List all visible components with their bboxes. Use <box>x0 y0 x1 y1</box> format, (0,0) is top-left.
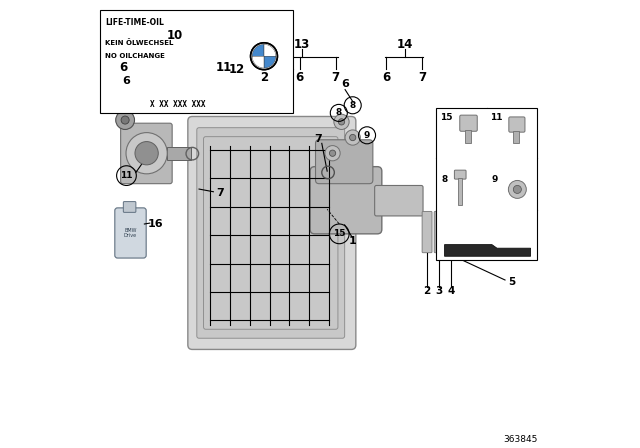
FancyBboxPatch shape <box>188 116 356 349</box>
Circle shape <box>121 116 129 124</box>
Text: 6: 6 <box>341 79 349 89</box>
Text: 16: 16 <box>147 219 163 229</box>
Circle shape <box>116 111 134 129</box>
FancyBboxPatch shape <box>458 211 475 253</box>
Text: 15: 15 <box>333 229 346 238</box>
Circle shape <box>126 133 167 174</box>
Text: 11: 11 <box>490 113 502 122</box>
Text: X XX XXX XXX: X XX XXX XXX <box>150 100 205 109</box>
Text: 2: 2 <box>424 286 431 296</box>
Wedge shape <box>252 56 264 68</box>
Text: 6: 6 <box>122 76 131 86</box>
FancyBboxPatch shape <box>374 185 423 216</box>
Text: 6: 6 <box>296 70 304 84</box>
Circle shape <box>508 181 526 198</box>
Text: 2: 2 <box>260 70 268 84</box>
FancyBboxPatch shape <box>460 115 477 131</box>
Text: 7: 7 <box>314 134 322 144</box>
Bar <box>100 10 293 113</box>
Text: 1: 1 <box>348 236 356 246</box>
FancyBboxPatch shape <box>197 128 345 338</box>
Text: 14: 14 <box>397 38 413 52</box>
Text: 7: 7 <box>418 70 426 84</box>
Circle shape <box>349 134 356 141</box>
Polygon shape <box>445 245 531 256</box>
Text: 15: 15 <box>440 113 452 122</box>
Text: 6: 6 <box>120 60 128 74</box>
Circle shape <box>135 142 158 165</box>
Text: 8: 8 <box>442 175 447 184</box>
FancyBboxPatch shape <box>454 170 466 179</box>
Circle shape <box>325 146 340 161</box>
FancyBboxPatch shape <box>115 208 146 258</box>
Text: 11: 11 <box>216 60 232 74</box>
FancyBboxPatch shape <box>513 131 518 143</box>
Text: 11: 11 <box>120 171 132 180</box>
Text: NO OILCHANGE: NO OILCHANGE <box>105 53 165 59</box>
Text: 6: 6 <box>382 70 390 84</box>
FancyBboxPatch shape <box>124 202 136 212</box>
Wedge shape <box>252 44 264 56</box>
Text: 12: 12 <box>229 63 245 76</box>
Text: 7: 7 <box>332 70 340 84</box>
Text: 3: 3 <box>436 286 443 296</box>
Wedge shape <box>264 56 276 68</box>
Circle shape <box>339 119 345 125</box>
Text: 8: 8 <box>336 108 342 117</box>
FancyBboxPatch shape <box>121 123 172 184</box>
Text: BMW
Drive: BMW Drive <box>124 228 137 238</box>
Text: 4: 4 <box>447 286 455 296</box>
FancyBboxPatch shape <box>204 137 338 329</box>
FancyBboxPatch shape <box>422 211 432 253</box>
FancyBboxPatch shape <box>167 147 191 160</box>
FancyBboxPatch shape <box>316 140 373 184</box>
Circle shape <box>330 150 336 156</box>
Text: 10: 10 <box>166 29 182 43</box>
FancyBboxPatch shape <box>446 211 455 253</box>
FancyBboxPatch shape <box>465 130 470 143</box>
FancyBboxPatch shape <box>310 167 382 234</box>
Text: 9: 9 <box>364 131 370 140</box>
Text: KEIN ÖLWECHSEL: KEIN ÖLWECHSEL <box>105 39 173 46</box>
Text: 13: 13 <box>294 38 310 52</box>
Wedge shape <box>264 44 276 56</box>
Text: 8: 8 <box>349 101 356 110</box>
Circle shape <box>513 185 522 194</box>
Text: 5: 5 <box>508 277 515 287</box>
Text: 7: 7 <box>217 188 225 198</box>
Text: 363845: 363845 <box>503 435 538 444</box>
Circle shape <box>345 130 360 145</box>
Bar <box>436 108 538 260</box>
Circle shape <box>251 43 278 69</box>
Circle shape <box>334 114 349 129</box>
FancyBboxPatch shape <box>458 178 463 205</box>
Text: 9: 9 <box>492 175 498 184</box>
FancyBboxPatch shape <box>509 117 525 132</box>
Text: LIFE-TIME-OIL: LIFE-TIME-OIL <box>105 18 164 27</box>
FancyBboxPatch shape <box>435 211 445 253</box>
